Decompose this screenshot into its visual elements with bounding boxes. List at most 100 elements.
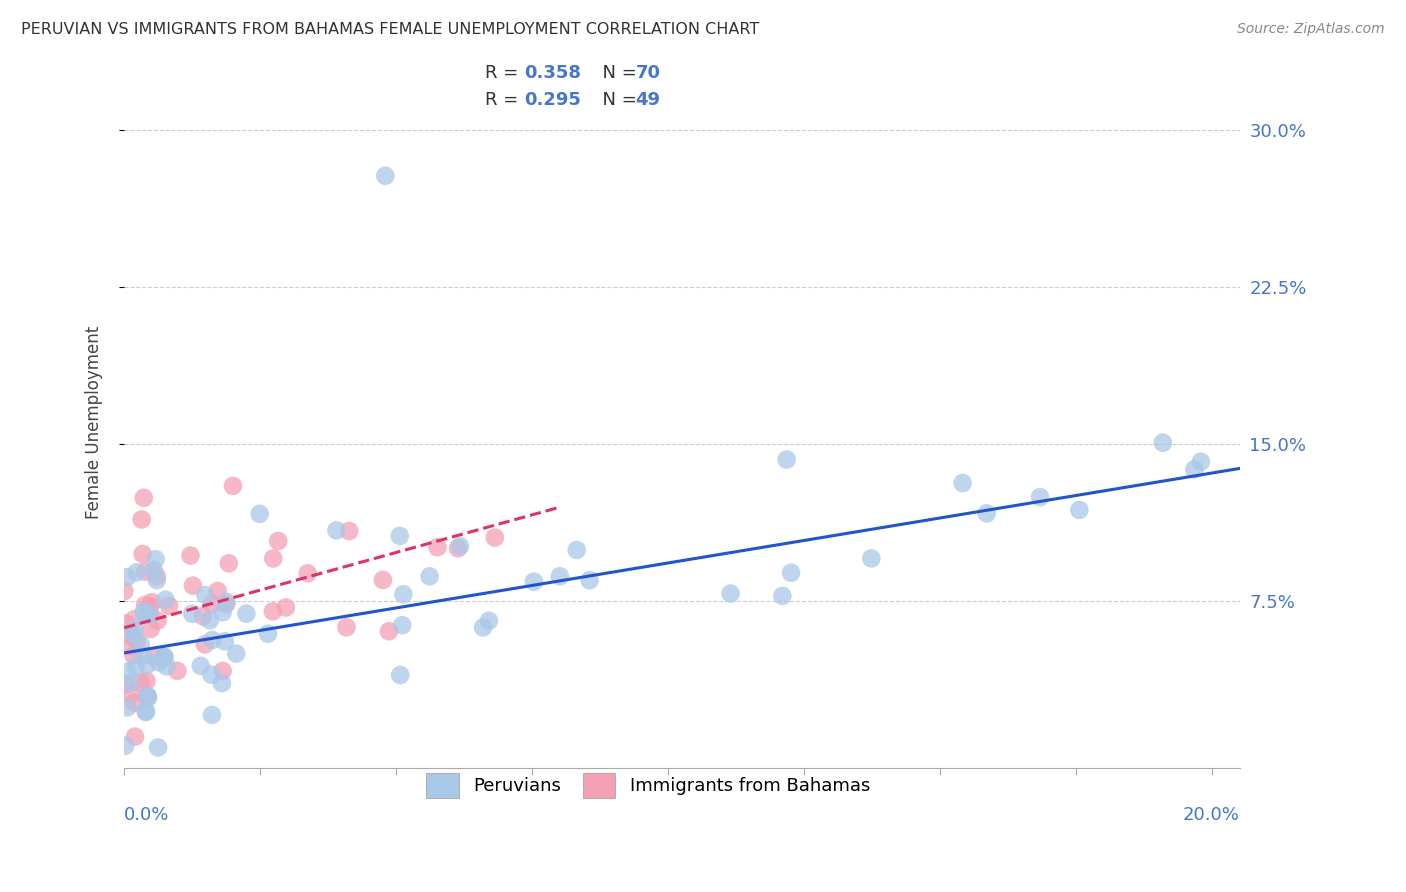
Point [449, 539, 471, 553]
Point [211, 605, 233, 619]
Point [121, 629, 143, 643]
Point [181, 579, 204, 593]
Point [146, 614, 169, 628]
Point [129, 675, 152, 690]
Point [146, 740, 169, 755]
Point [125, 566, 148, 580]
Point [1189, 455, 1212, 469]
Point [201, 632, 224, 647]
Point [374, 169, 396, 183]
Point [225, 647, 247, 661]
Text: R =: R = [485, 64, 524, 82]
Point [135, 658, 157, 673]
Point [194, 588, 217, 602]
Text: 0.358: 0.358 [524, 64, 582, 82]
Point [952, 476, 974, 491]
Point [484, 531, 506, 545]
Point [152, 650, 174, 665]
Point [565, 543, 588, 558]
Point [134, 598, 156, 612]
Point [218, 557, 240, 571]
Point [117, 700, 139, 714]
Point [145, 552, 167, 566]
Text: PERUVIAN VS IMMIGRANTS FROM BAHAMAS FEMALE UNEMPLOYMENT CORRELATION CHART: PERUVIAN VS IMMIGRANTS FROM BAHAMAS FEMA… [21, 22, 759, 37]
Point [132, 648, 155, 663]
Point [1152, 435, 1174, 450]
Point [122, 696, 145, 710]
Point [419, 569, 441, 583]
Point [200, 667, 222, 681]
Point [190, 658, 212, 673]
Point [181, 607, 204, 621]
Point [201, 707, 224, 722]
Point [198, 613, 221, 627]
Point [201, 597, 224, 611]
Point [118, 676, 141, 690]
Point [1069, 503, 1091, 517]
Point [136, 689, 159, 703]
Point [132, 604, 155, 618]
Point [211, 664, 233, 678]
Point [780, 566, 803, 580]
Point [325, 524, 347, 538]
Point [135, 704, 157, 718]
Point [267, 534, 290, 549]
Point [1029, 490, 1052, 504]
Point [523, 574, 546, 589]
Point [720, 586, 742, 600]
Point [337, 524, 360, 538]
Point [152, 651, 174, 665]
Point [389, 668, 412, 682]
Point [157, 599, 180, 613]
Point [155, 592, 177, 607]
Point [191, 609, 214, 624]
Text: 49: 49 [636, 91, 661, 109]
Point [262, 551, 284, 566]
Point [297, 566, 319, 581]
Point [131, 547, 153, 561]
Point [211, 676, 233, 690]
Text: 20.0%: 20.0% [1182, 805, 1240, 823]
Point [335, 620, 357, 634]
Point [136, 690, 159, 704]
Point [134, 565, 156, 579]
Point [125, 660, 148, 674]
Point [391, 618, 413, 632]
Text: Source: ZipAtlas.com: Source: ZipAtlas.com [1237, 22, 1385, 37]
Point [262, 604, 284, 618]
Point [132, 491, 155, 505]
Point [249, 507, 271, 521]
Text: R =: R = [485, 91, 524, 109]
Point [129, 638, 152, 652]
Point [392, 587, 415, 601]
Point [135, 673, 157, 688]
Point [122, 623, 145, 637]
Point [472, 620, 495, 634]
Point [141, 595, 163, 609]
Text: 0.295: 0.295 [524, 91, 581, 109]
Point [235, 607, 257, 621]
Point [194, 637, 217, 651]
Point [142, 649, 165, 664]
Text: N =: N = [591, 64, 643, 82]
Point [146, 573, 169, 587]
Point [215, 597, 238, 611]
Point [131, 512, 153, 526]
Point [153, 649, 176, 664]
Point [166, 664, 188, 678]
Point [207, 584, 229, 599]
Point [548, 569, 571, 583]
Point [179, 549, 201, 563]
Point [120, 687, 142, 701]
Point [115, 570, 138, 584]
Point [120, 640, 142, 654]
Point [1184, 462, 1206, 476]
Point [214, 634, 236, 648]
Point [378, 624, 401, 639]
Point [114, 616, 136, 631]
Legend: Peruvians, Immigrants from Bahamas: Peruvians, Immigrants from Bahamas [413, 760, 883, 811]
Point [112, 584, 135, 599]
Point [124, 730, 146, 744]
Point [578, 573, 600, 587]
Point [388, 529, 411, 543]
